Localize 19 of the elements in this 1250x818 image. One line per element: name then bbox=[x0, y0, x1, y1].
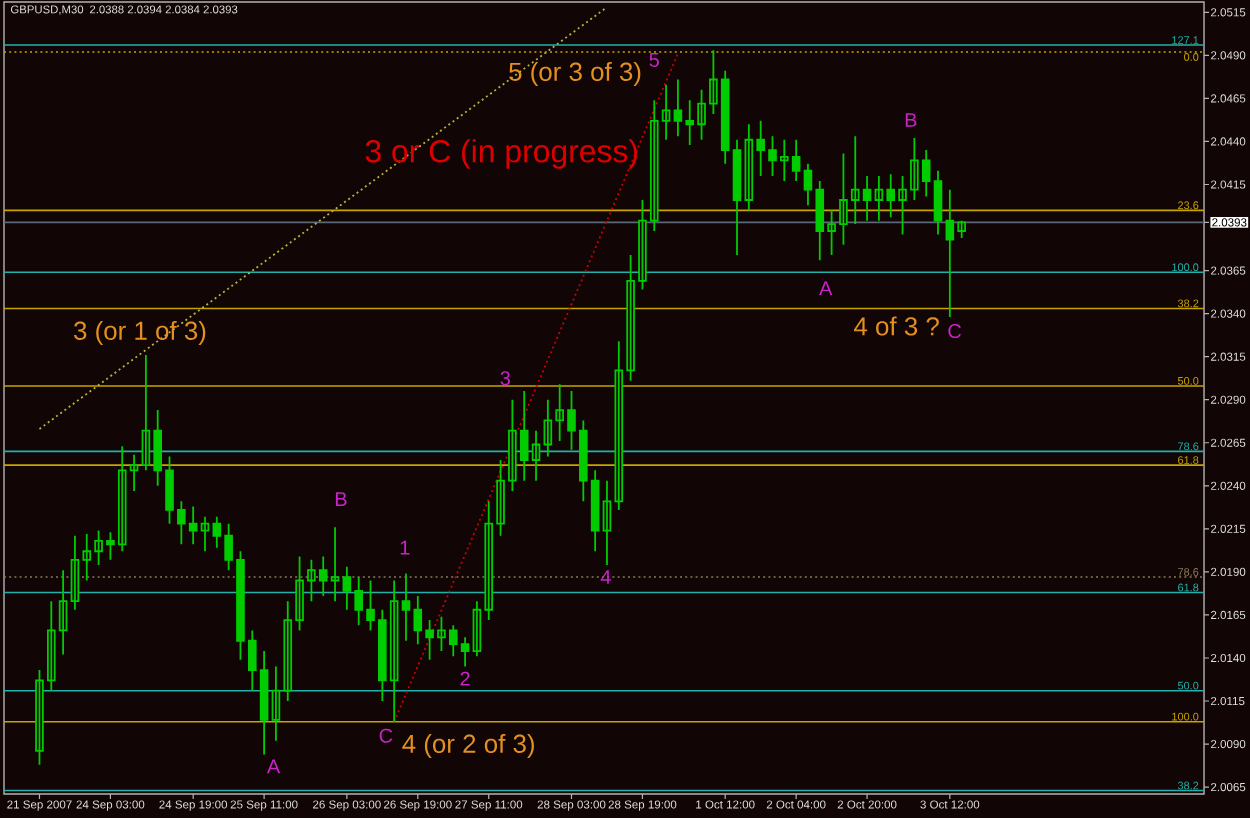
annotation: B bbox=[335, 492, 347, 506]
annotation: A bbox=[266, 759, 281, 774]
candlestick bbox=[200, 515, 210, 553]
annotation: C bbox=[379, 728, 393, 743]
annotation: 3 (or 1 of 3) bbox=[74, 320, 206, 346]
annotation: 4 of 3 ? bbox=[854, 316, 939, 336]
annotation: 4 bbox=[600, 570, 611, 584]
annotation: 5 (or 3 of 3) bbox=[509, 61, 641, 87]
candlestick bbox=[933, 169, 943, 236]
annotation: A bbox=[819, 281, 833, 296]
annotation: 2 bbox=[460, 671, 470, 686]
candlestick bbox=[732, 138, 742, 256]
annotation: 1 bbox=[400, 540, 410, 555]
annotation: 4 (or 2 of 3) bbox=[402, 733, 534, 759]
annotation: B bbox=[905, 113, 917, 127]
annotation: 5 bbox=[649, 53, 659, 67]
annotation: C bbox=[948, 324, 961, 339]
annotation: 3 bbox=[500, 371, 510, 386]
annotation: 3 or C (in progress) bbox=[365, 139, 637, 169]
